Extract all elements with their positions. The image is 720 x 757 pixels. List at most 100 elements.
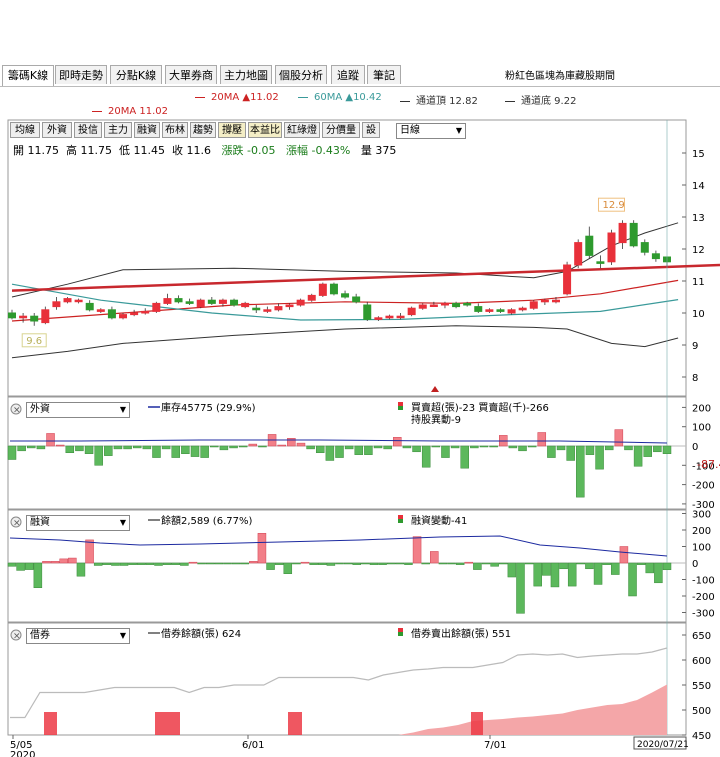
close-icon xyxy=(10,629,22,641)
candle-body xyxy=(629,222,638,247)
toolbar-button-5[interactable]: 布林 xyxy=(162,122,188,138)
candle-body xyxy=(540,299,549,303)
margin-bar xyxy=(85,539,94,564)
margin-tick-label: 100 xyxy=(692,543,711,554)
foreign-bar xyxy=(210,445,219,448)
high-tag-box xyxy=(597,197,625,212)
candle-body xyxy=(563,264,572,295)
toolbar-button-1[interactable]: 外資 xyxy=(42,122,72,138)
margin-bar xyxy=(567,562,577,587)
tab-notes[interactable]: 筆記 xyxy=(367,65,401,84)
margin-tick-label: -100 xyxy=(692,576,715,587)
y-tick-label: 9 xyxy=(692,341,698,352)
line-60MA xyxy=(11,283,679,321)
tab-chip-kline[interactable]: 籌碼K線 xyxy=(2,65,54,86)
buyback-block xyxy=(288,712,302,735)
close-icon-glyph: × xyxy=(13,406,21,416)
candle-body xyxy=(230,299,239,306)
toolbar-button-9[interactable]: 紅綠燈 xyxy=(284,122,320,138)
candle-body xyxy=(218,299,227,304)
foreign-bar xyxy=(287,438,296,447)
y-tick-label: 11 xyxy=(692,277,705,288)
margin-bar xyxy=(257,533,267,564)
candle-body xyxy=(185,301,194,304)
foreign-select[interactable]: 外資 ▼ xyxy=(26,402,130,418)
foreign-bar xyxy=(296,442,306,447)
tab-bar: 籌碼K線 即時走勢 分點K線 大單券商 主力地圖 個股分析 追蹤 筆記 粉紅色區… xyxy=(0,64,720,87)
y-tick-label: 15 xyxy=(692,149,705,160)
y-tick-label: 12 xyxy=(692,245,705,256)
candle-body xyxy=(307,294,316,301)
foreign-bar xyxy=(171,445,180,458)
foreign-bar xyxy=(653,445,662,453)
toolbar-button-10[interactable]: 分價量 xyxy=(322,122,360,138)
tab-stock-analysis[interactable]: 個股分析 xyxy=(275,65,327,84)
toolbar-button-6[interactable]: 趨勢 xyxy=(190,122,216,138)
chevron-down-icon: ▼ xyxy=(455,126,462,135)
candle-body xyxy=(163,298,172,304)
toolbar-button-4[interactable]: 融資 xyxy=(134,122,160,138)
margin-bar xyxy=(550,562,560,588)
margin-bar xyxy=(274,562,284,565)
margin-bar xyxy=(499,562,508,565)
foreign-bar xyxy=(412,445,421,453)
foreign-bar xyxy=(104,445,113,456)
margin-bar xyxy=(162,562,172,565)
margin-bar xyxy=(154,562,163,566)
foreign-bar xyxy=(393,437,402,447)
x-label-0505: 5/05 xyxy=(10,740,32,751)
toolbar-button-0[interactable]: 均線 xyxy=(10,122,40,138)
margin-bar xyxy=(386,562,396,565)
short-tick-label: 450 xyxy=(692,731,711,742)
chevron-down-icon: ▼ xyxy=(119,631,126,640)
foreign-bar xyxy=(258,445,267,448)
foreign-bar xyxy=(315,445,325,454)
margin-tick-label: 200 xyxy=(692,526,711,537)
margin-tick-label: 300 xyxy=(692,510,711,521)
toolbar-button-3[interactable]: 主力 xyxy=(104,122,132,138)
foreign-bar xyxy=(325,445,335,461)
foreign-bar xyxy=(200,445,209,458)
short-select[interactable]: 借券 ▼ xyxy=(26,628,130,644)
margin-bar xyxy=(180,562,189,566)
candle-body xyxy=(596,261,605,264)
margin-bar xyxy=(214,562,224,565)
candle-body xyxy=(618,222,627,244)
foreign-bar xyxy=(527,445,537,448)
margin-bar xyxy=(240,562,249,565)
toolbar-button-7[interactable]: 撐壓 xyxy=(218,122,246,138)
margin-bar xyxy=(404,562,413,565)
period-select[interactable]: 日線 ▼ xyxy=(396,123,466,139)
foreign-tick-label: 0 xyxy=(692,442,698,453)
candle-body xyxy=(329,283,338,295)
tab-intraday[interactable]: 即時走勢 xyxy=(55,65,107,84)
tab-track[interactable]: 追蹤 xyxy=(331,65,365,84)
toolbar-button-2[interactable]: 投信 xyxy=(74,122,102,138)
marker-triangle xyxy=(431,386,439,392)
margin-bar xyxy=(654,562,663,584)
margin-bar xyxy=(636,562,646,565)
current-date-label: 2020/07/21 xyxy=(637,740,689,750)
margin-bar xyxy=(585,562,594,570)
tab-broker-kline[interactable]: 分點K線 xyxy=(110,65,162,84)
foreign-bar xyxy=(354,445,364,455)
candle-body xyxy=(396,315,405,319)
candle-body xyxy=(518,307,527,311)
margin-bar xyxy=(533,562,542,587)
short-balance-line xyxy=(10,647,668,719)
margin-bar xyxy=(438,562,448,565)
candle-body xyxy=(407,307,416,316)
margin-select[interactable]: 融資 ▼ xyxy=(26,515,130,531)
chevron-down-icon: ▼ xyxy=(119,405,126,414)
toolbar-button-11[interactable]: 設 xyxy=(362,122,380,138)
tab-main-force-map[interactable]: 主力地圖 xyxy=(220,65,272,84)
foreign-bar xyxy=(604,445,614,451)
foreign-bar xyxy=(84,445,94,454)
foreign-bar xyxy=(123,445,132,450)
legend-band-bottom: 通道底 9.22 xyxy=(505,92,576,107)
tab-large-orders[interactable]: 大單券商 xyxy=(165,65,217,84)
candle-body xyxy=(474,306,483,312)
toolbar-button-8[interactable]: 本益比 xyxy=(248,122,282,138)
candle-body xyxy=(496,309,505,312)
margin-bar xyxy=(102,562,112,565)
